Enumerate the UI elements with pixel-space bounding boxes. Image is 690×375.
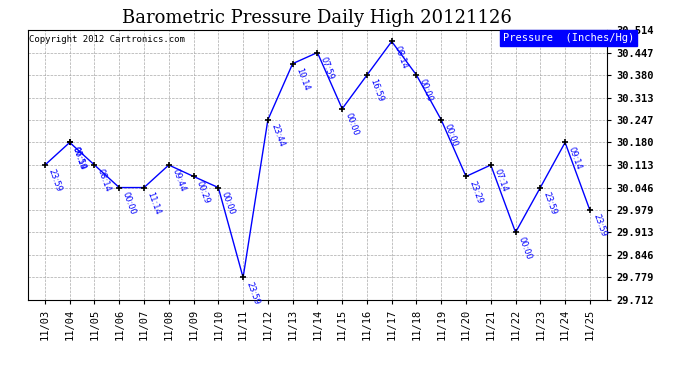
Text: Copyright 2012 Cartronics.com: Copyright 2012 Cartronics.com xyxy=(29,35,185,44)
Text: 00:00: 00:00 xyxy=(344,111,360,137)
Text: 10:14: 10:14 xyxy=(294,66,310,92)
Text: 00:00: 00:00 xyxy=(121,190,137,216)
Text: 00:00: 00:00 xyxy=(418,78,435,103)
Text: 00:00: 00:00 xyxy=(517,235,533,261)
Text: 07:59: 07:59 xyxy=(319,56,335,81)
Text: 09:44: 09:44 xyxy=(170,168,187,193)
Text: 11:14: 11:14 xyxy=(146,190,162,216)
Text: 23:29: 23:29 xyxy=(467,179,484,205)
Text: 07:14: 07:14 xyxy=(492,168,509,193)
Text: 23:44: 23:44 xyxy=(269,123,286,148)
Text: 07:14: 07:14 xyxy=(71,145,88,171)
Text: 08:14: 08:14 xyxy=(393,44,410,70)
Text: 00:00: 00:00 xyxy=(443,123,460,148)
Text: 23:59: 23:59 xyxy=(542,190,558,216)
Text: Pressure  (Inches/Hg): Pressure (Inches/Hg) xyxy=(503,33,634,43)
Text: 09:14: 09:14 xyxy=(566,145,583,171)
Text: 23:59: 23:59 xyxy=(244,280,261,306)
Title: Barometric Pressure Daily High 20121126: Barometric Pressure Daily High 20121126 xyxy=(122,9,513,27)
Text: 06:59: 06:59 xyxy=(71,145,88,171)
Text: 23:59: 23:59 xyxy=(46,168,63,193)
Text: 00:00: 00:00 xyxy=(219,190,236,216)
Text: 08:14: 08:14 xyxy=(96,168,112,193)
Text: 23:59: 23:59 xyxy=(591,213,608,238)
Text: 00:29: 00:29 xyxy=(195,179,212,205)
Text: 16:59: 16:59 xyxy=(368,78,385,104)
